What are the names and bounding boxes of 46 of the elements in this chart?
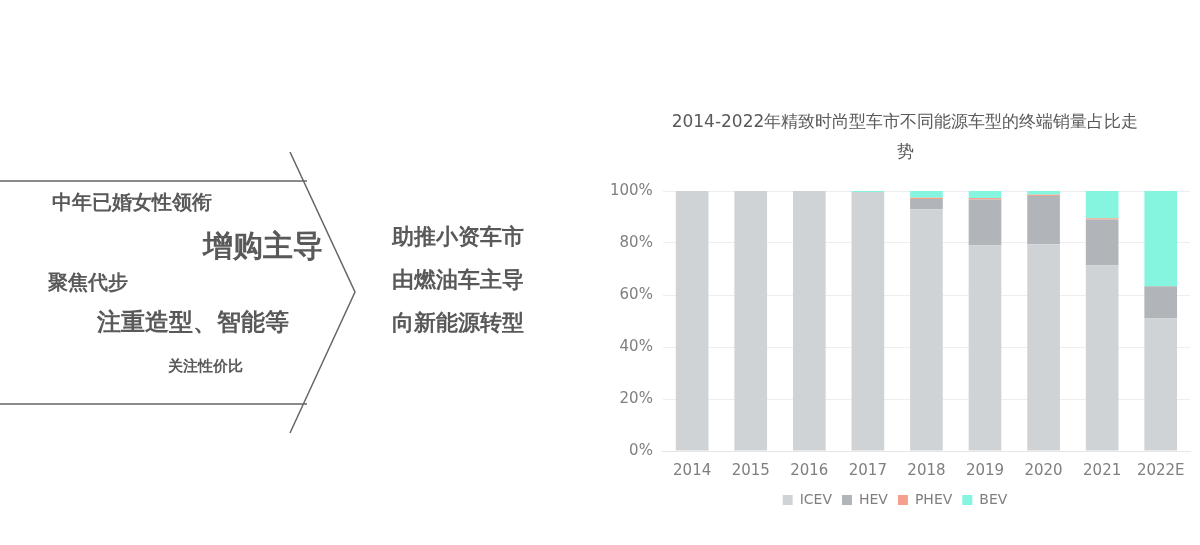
bar [1027, 195, 1060, 245]
bar [968, 199, 1002, 246]
x-tick-label: 2016 [790, 460, 829, 479]
y-tick-label: 60% [619, 284, 653, 303]
text: 由燃油车主导 [392, 266, 524, 294]
x-tick-label: 2015 [731, 460, 770, 479]
bar [1144, 318, 1178, 451]
x-tick-label: 2018 [907, 460, 946, 479]
x-tick-label: 2014 [673, 460, 712, 479]
bar [1027, 244, 1060, 451]
bar [1144, 191, 1178, 287]
text: 向新能源转型 [392, 309, 524, 337]
y-tick-label: 0% [629, 440, 653, 459]
bar [792, 191, 826, 451]
bar [1085, 265, 1119, 451]
x-tick-label: 2022E [1136, 460, 1185, 479]
chart-title: 2014-2022年精致时尚型车市不同能源车型的终端销量占比走势 [670, 110, 1140, 163]
text: 关注性价比 [168, 356, 243, 376]
bar [851, 192, 885, 451]
bar [968, 191, 1002, 199]
legend-label: BEV [979, 490, 1008, 507]
y-tick-label: 80% [619, 232, 653, 251]
legend-label: HEV [858, 490, 889, 507]
y-tick-label: 100% [609, 180, 653, 199]
x-tick-label: 2017 [848, 460, 887, 479]
y-tick-label: 40% [619, 336, 653, 355]
x-tick-label: 2020 [1024, 460, 1063, 479]
bar [675, 191, 709, 451]
bar [734, 191, 768, 451]
bar [910, 209, 943, 451]
legend-label: ICEV [799, 490, 833, 507]
y-tick-label: 20% [619, 388, 653, 407]
x-tick-label: 2019 [965, 460, 1005, 479]
bar [1144, 286, 1178, 319]
bar [1085, 191, 1119, 219]
text: 中年已婚女性领衔 [52, 189, 212, 216]
legend-label: PHEV [914, 490, 953, 507]
bar [1085, 219, 1119, 266]
text: 注重造型、智能等 [97, 307, 289, 338]
bar [910, 199, 943, 210]
bar [910, 191, 943, 198]
text: 增购主导 [203, 227, 323, 265]
text: 聚焦代步 [48, 269, 128, 296]
text: 助推小资车市 [392, 223, 524, 251]
x-tick-label: 2021 [1083, 460, 1122, 479]
bar [968, 245, 1002, 451]
